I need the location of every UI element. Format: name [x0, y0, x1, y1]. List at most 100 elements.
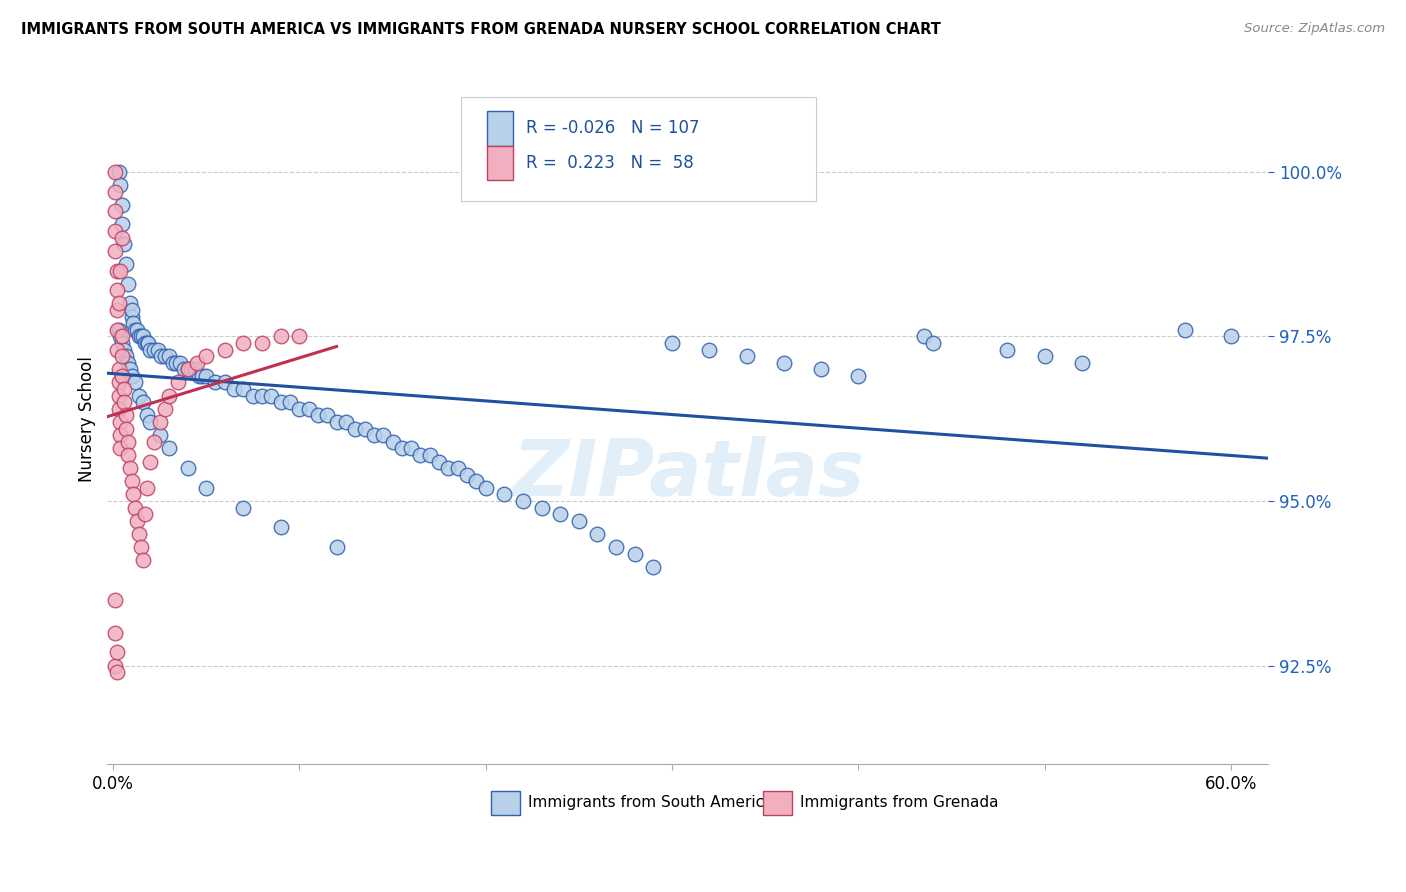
Point: [353, 421, 375, 435]
Point: [138, 335, 160, 350]
Text: IMMIGRANTS FROM SOUTH AMERICA VS IMMIGRANTS FROM GRENADA NURSERY SCHOOL CORRELAT: IMMIGRANTS FROM SOUTH AMERICA VS IMMIGRA…: [21, 22, 941, 37]
Point: [128, 389, 150, 403]
Point: [232, 500, 254, 515]
FancyBboxPatch shape: [763, 790, 793, 815]
Y-axis label: Nursery School: Nursery School: [79, 356, 96, 482]
Point: [124, 376, 146, 390]
Point: [298, 401, 321, 416]
Point: [186, 356, 208, 370]
Point: [139, 454, 162, 468]
Point: [187, 368, 209, 383]
Point: [117, 434, 139, 449]
Point: [110, 263, 132, 277]
Point: [121, 303, 143, 318]
Point: [115, 409, 138, 423]
Point: [104, 625, 127, 640]
Point: [260, 389, 283, 403]
FancyBboxPatch shape: [491, 790, 520, 815]
Point: [132, 329, 155, 343]
Point: [204, 376, 226, 390]
Point: [465, 475, 488, 489]
Point: [191, 368, 214, 383]
Point: [474, 481, 496, 495]
Point: [139, 415, 162, 429]
Point: [195, 481, 218, 495]
Point: [105, 665, 128, 680]
Point: [325, 540, 347, 554]
Point: [124, 500, 146, 515]
Point: [148, 415, 170, 429]
Point: [134, 335, 156, 350]
Point: [112, 395, 135, 409]
Point: [735, 349, 758, 363]
Point: [122, 487, 145, 501]
Point: [399, 442, 422, 456]
Point: [195, 349, 218, 363]
Point: [316, 409, 339, 423]
Point: [135, 409, 157, 423]
Point: [107, 296, 129, 310]
Point: [165, 356, 187, 370]
Point: [121, 475, 143, 489]
FancyBboxPatch shape: [486, 111, 513, 145]
Point: [997, 343, 1019, 357]
Point: [107, 362, 129, 376]
Point: [107, 165, 129, 179]
Point: [494, 487, 516, 501]
Point: [129, 329, 152, 343]
Point: [128, 329, 150, 343]
Point: [112, 382, 135, 396]
Point: [643, 560, 665, 574]
Point: [512, 494, 534, 508]
Point: [437, 461, 460, 475]
Point: [288, 329, 311, 343]
Point: [107, 323, 129, 337]
Point: [162, 356, 184, 370]
Point: [250, 389, 273, 403]
Point: [169, 356, 191, 370]
Point: [153, 349, 176, 363]
Point: [697, 343, 720, 357]
Point: [586, 527, 609, 541]
Point: [132, 395, 155, 409]
Point: [104, 165, 127, 179]
Point: [104, 185, 127, 199]
Point: [176, 362, 198, 376]
Point: [810, 362, 832, 376]
Text: Immigrants from Grenada: Immigrants from Grenada: [800, 795, 1000, 810]
Point: [143, 343, 166, 357]
Point: [270, 395, 292, 409]
Point: [456, 467, 478, 482]
Point: [135, 335, 157, 350]
Point: [1220, 329, 1243, 343]
Point: [104, 224, 127, 238]
Point: [117, 448, 139, 462]
Point: [110, 415, 132, 429]
Point: [176, 461, 198, 475]
Point: [121, 310, 143, 324]
Point: [325, 415, 347, 429]
Point: [105, 283, 128, 297]
Point: [184, 362, 207, 376]
Point: [224, 382, 246, 396]
Point: [111, 197, 134, 211]
Point: [335, 415, 357, 429]
Point: [105, 343, 128, 357]
Point: [307, 409, 329, 423]
Point: [107, 376, 129, 390]
Point: [118, 362, 141, 376]
Point: [214, 376, 236, 390]
Point: [146, 343, 169, 357]
Point: [391, 442, 413, 456]
Point: [176, 362, 198, 376]
Point: [270, 329, 292, 343]
Point: [922, 335, 945, 350]
Point: [427, 454, 450, 468]
Point: [115, 349, 138, 363]
Point: [447, 461, 470, 475]
Point: [548, 507, 571, 521]
Point: [111, 335, 134, 350]
Point: [135, 481, 157, 495]
Point: [157, 389, 180, 403]
Point: [278, 395, 301, 409]
